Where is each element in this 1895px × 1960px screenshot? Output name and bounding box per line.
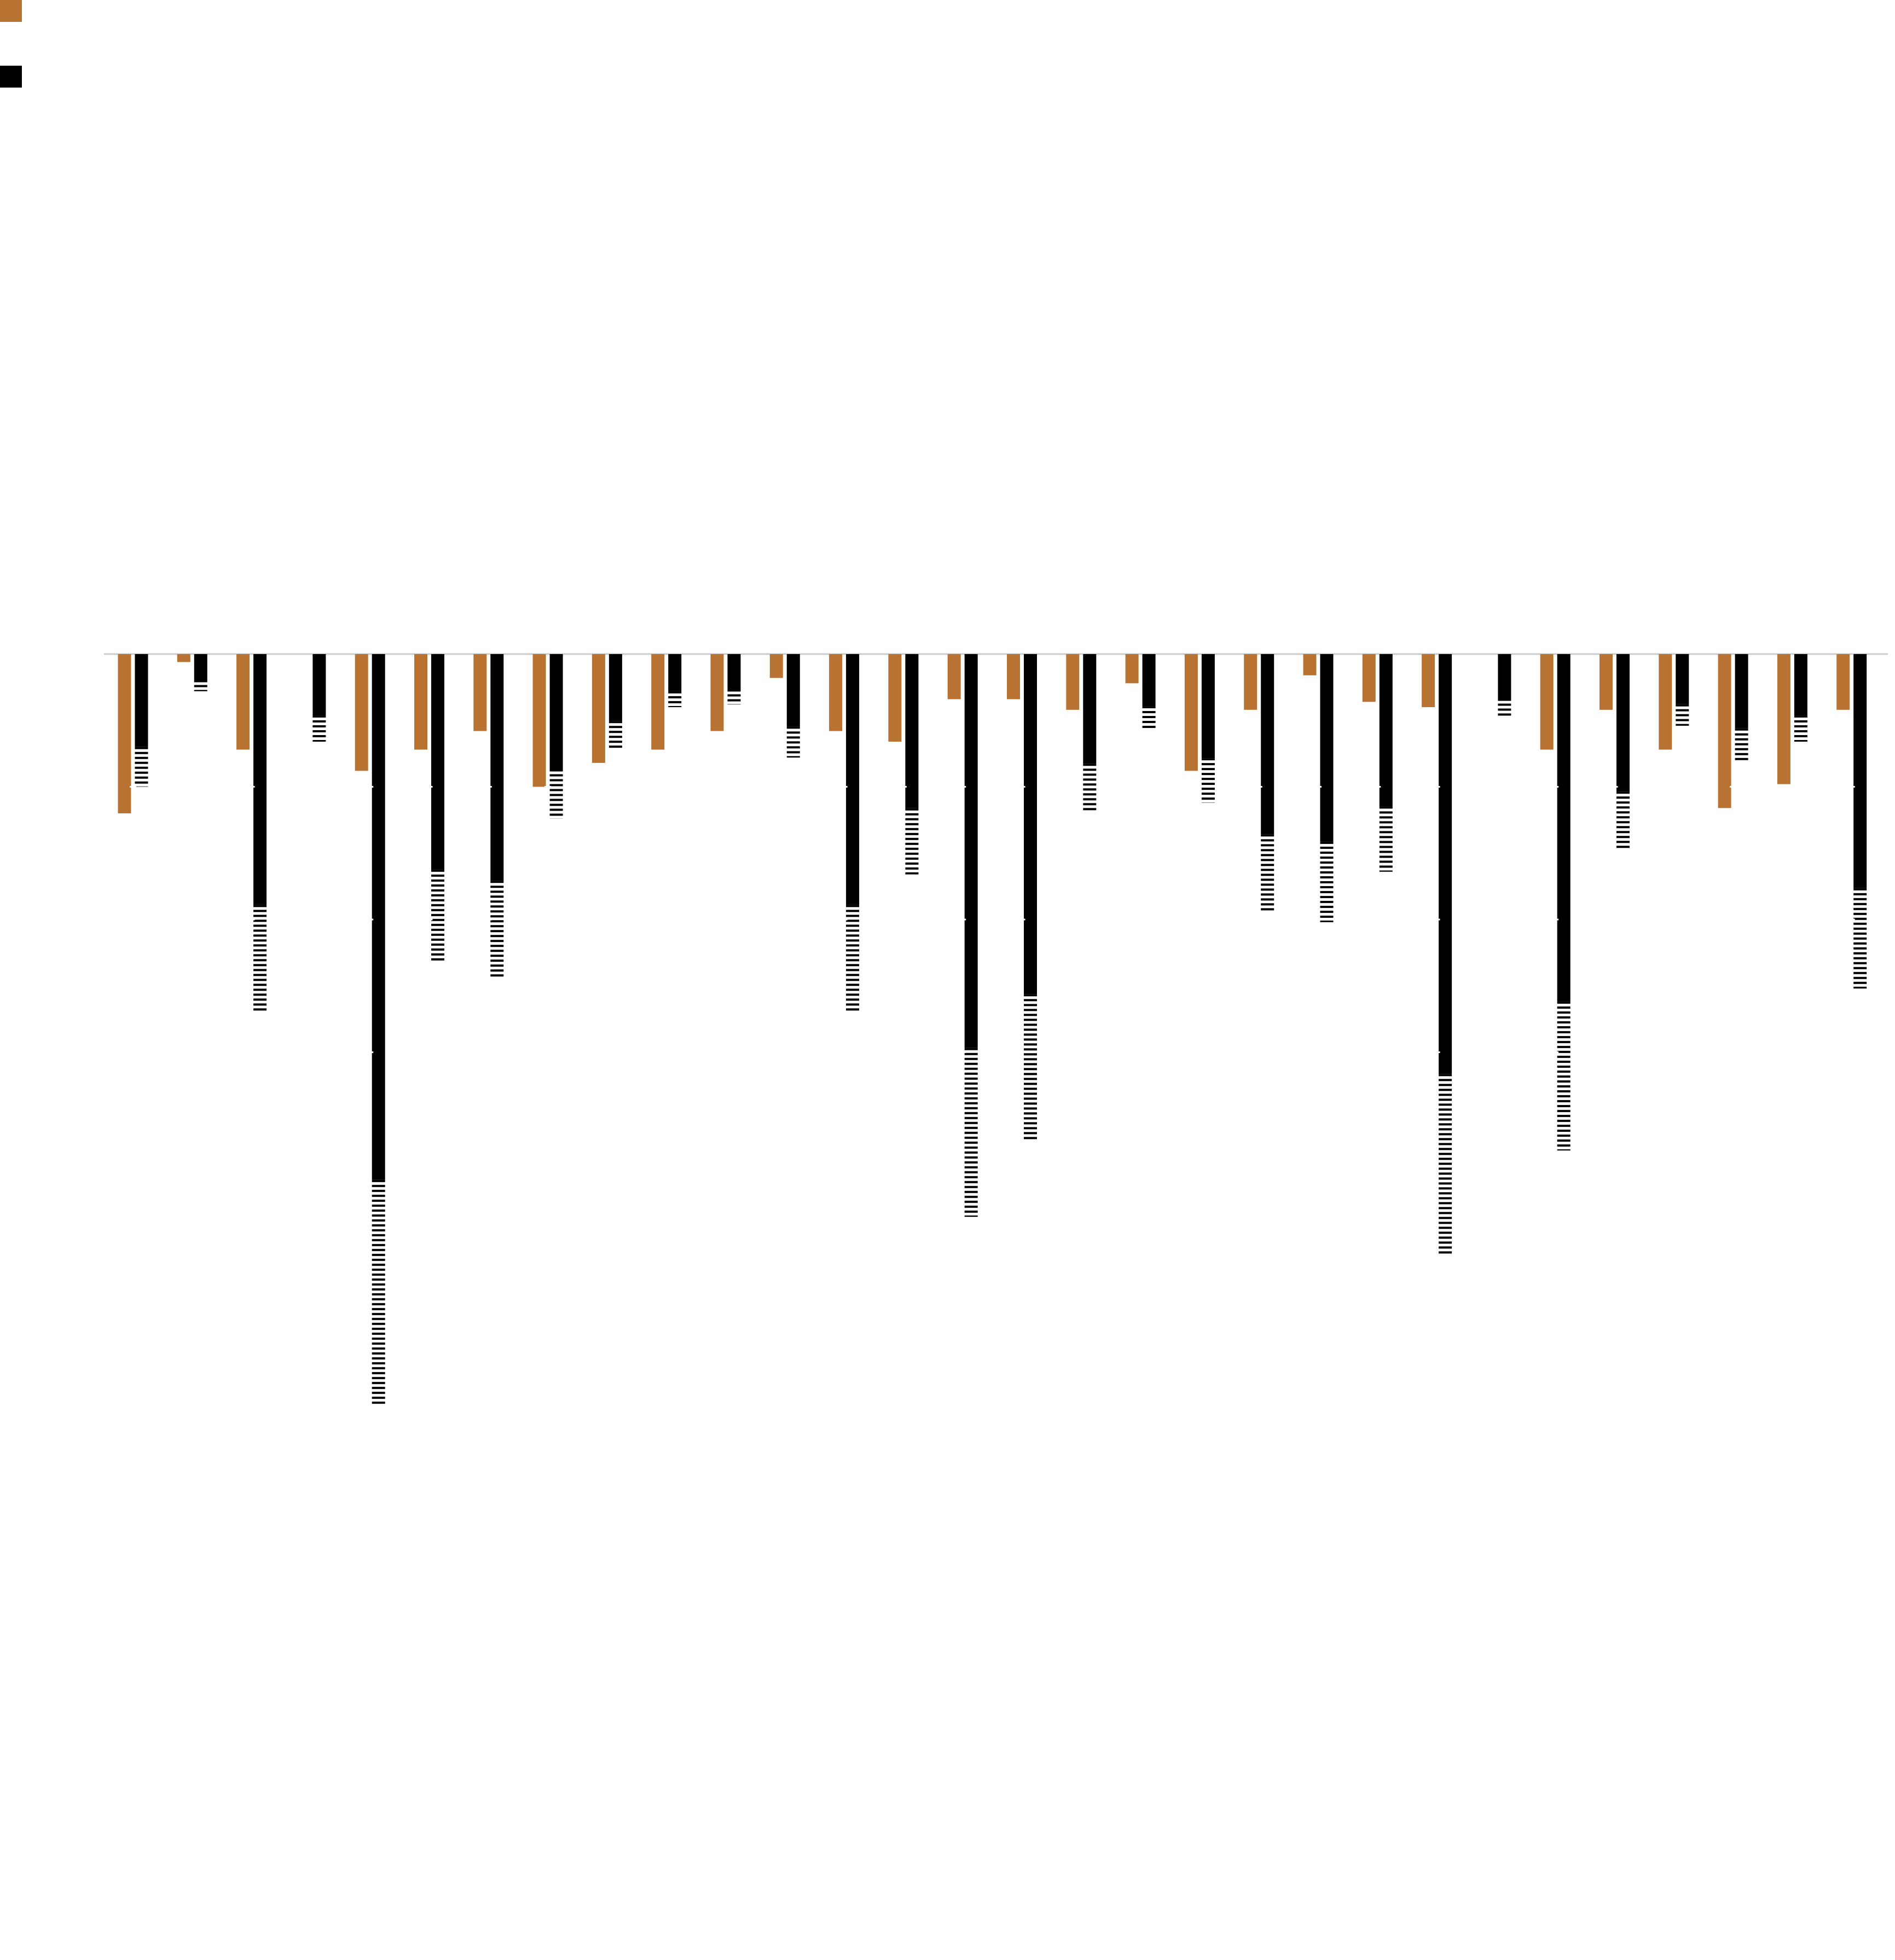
bar-series-1-9: [592, 654, 605, 763]
bar-series-1-21: [1303, 654, 1317, 675]
bar-series-2-15: [964, 654, 978, 1217]
bar-series-1-12: [769, 654, 783, 678]
bar-series-2-3: [253, 654, 267, 1011]
bar-series-1-26: [1600, 654, 1613, 710]
bar-series-2-11: [727, 654, 741, 705]
bar-series-2-24: [1498, 654, 1511, 716]
bar-series-2-4: [312, 654, 326, 742]
bar-series-1-3: [236, 654, 250, 750]
bar-series-2-14: [905, 654, 919, 875]
bar-series-2-6: [431, 654, 444, 961]
bar-series-1-15: [947, 654, 961, 699]
bar-series-2-27: [1676, 654, 1689, 726]
bars-layer: [118, 654, 1867, 1404]
bar-series-1-18: [1125, 654, 1139, 684]
bar-series-1-10: [651, 654, 665, 750]
bar-series-2-16: [1024, 654, 1037, 1140]
bar-series-2-30: [1853, 654, 1867, 989]
bar-series-1-28: [1718, 654, 1731, 808]
bar-series-1-8: [532, 654, 546, 787]
legend-swatch-series-1: [0, 0, 22, 22]
bar-series-1-17: [1066, 654, 1080, 710]
bar-series-2-9: [609, 654, 622, 748]
bar-series-2-5: [372, 654, 385, 1404]
bar-series-1-16: [1007, 654, 1020, 699]
bar-series-2-13: [846, 654, 860, 1011]
legend-item-series-2: [0, 66, 30, 88]
bar-series-2-1: [135, 654, 148, 787]
bar-series-1-14: [888, 654, 902, 742]
bar-series-1-13: [829, 654, 843, 731]
bar-series-2-2: [194, 654, 207, 691]
bar-series-2-22: [1379, 654, 1393, 872]
bar-series-1-1: [118, 654, 131, 813]
ticks-layer: [130, 786, 1855, 1053]
bar-series-1-20: [1244, 654, 1257, 710]
bar-series-1-5: [355, 654, 368, 771]
bar-series-2-12: [786, 654, 800, 758]
legend-swatch-series-2: [0, 66, 22, 88]
bar-series-2-19: [1201, 654, 1215, 803]
bar-series-1-11: [710, 654, 724, 731]
bar-series-2-25: [1557, 654, 1571, 1150]
bar-series-1-2: [177, 654, 190, 662]
bar-series-2-18: [1142, 654, 1156, 729]
bar-series-1-29: [1777, 654, 1790, 784]
bar-series-1-30: [1836, 654, 1850, 710]
bar-series-2-7: [490, 654, 504, 977]
bar-series-2-26: [1616, 654, 1630, 848]
bar-series-1-19: [1184, 654, 1198, 771]
bar-series-2-8: [549, 654, 563, 819]
bar-series-1-25: [1540, 654, 1554, 750]
bar-series-1-27: [1659, 654, 1672, 750]
bar-series-2-10: [668, 654, 682, 707]
bar-series-2-23: [1439, 654, 1452, 1254]
legend-item-series-1: [0, 0, 30, 22]
bar-series-1-22: [1362, 654, 1376, 702]
bar-series-2-17: [1083, 654, 1097, 811]
bar-series-1-7: [473, 654, 487, 731]
bar-series-2-20: [1261, 654, 1274, 911]
bar-series-2-21: [1320, 654, 1334, 922]
bar-series-1-6: [414, 654, 427, 750]
bar-series-1-23: [1422, 654, 1435, 707]
bar-series-2-29: [1794, 654, 1807, 742]
bar-series-2-28: [1735, 654, 1748, 760]
